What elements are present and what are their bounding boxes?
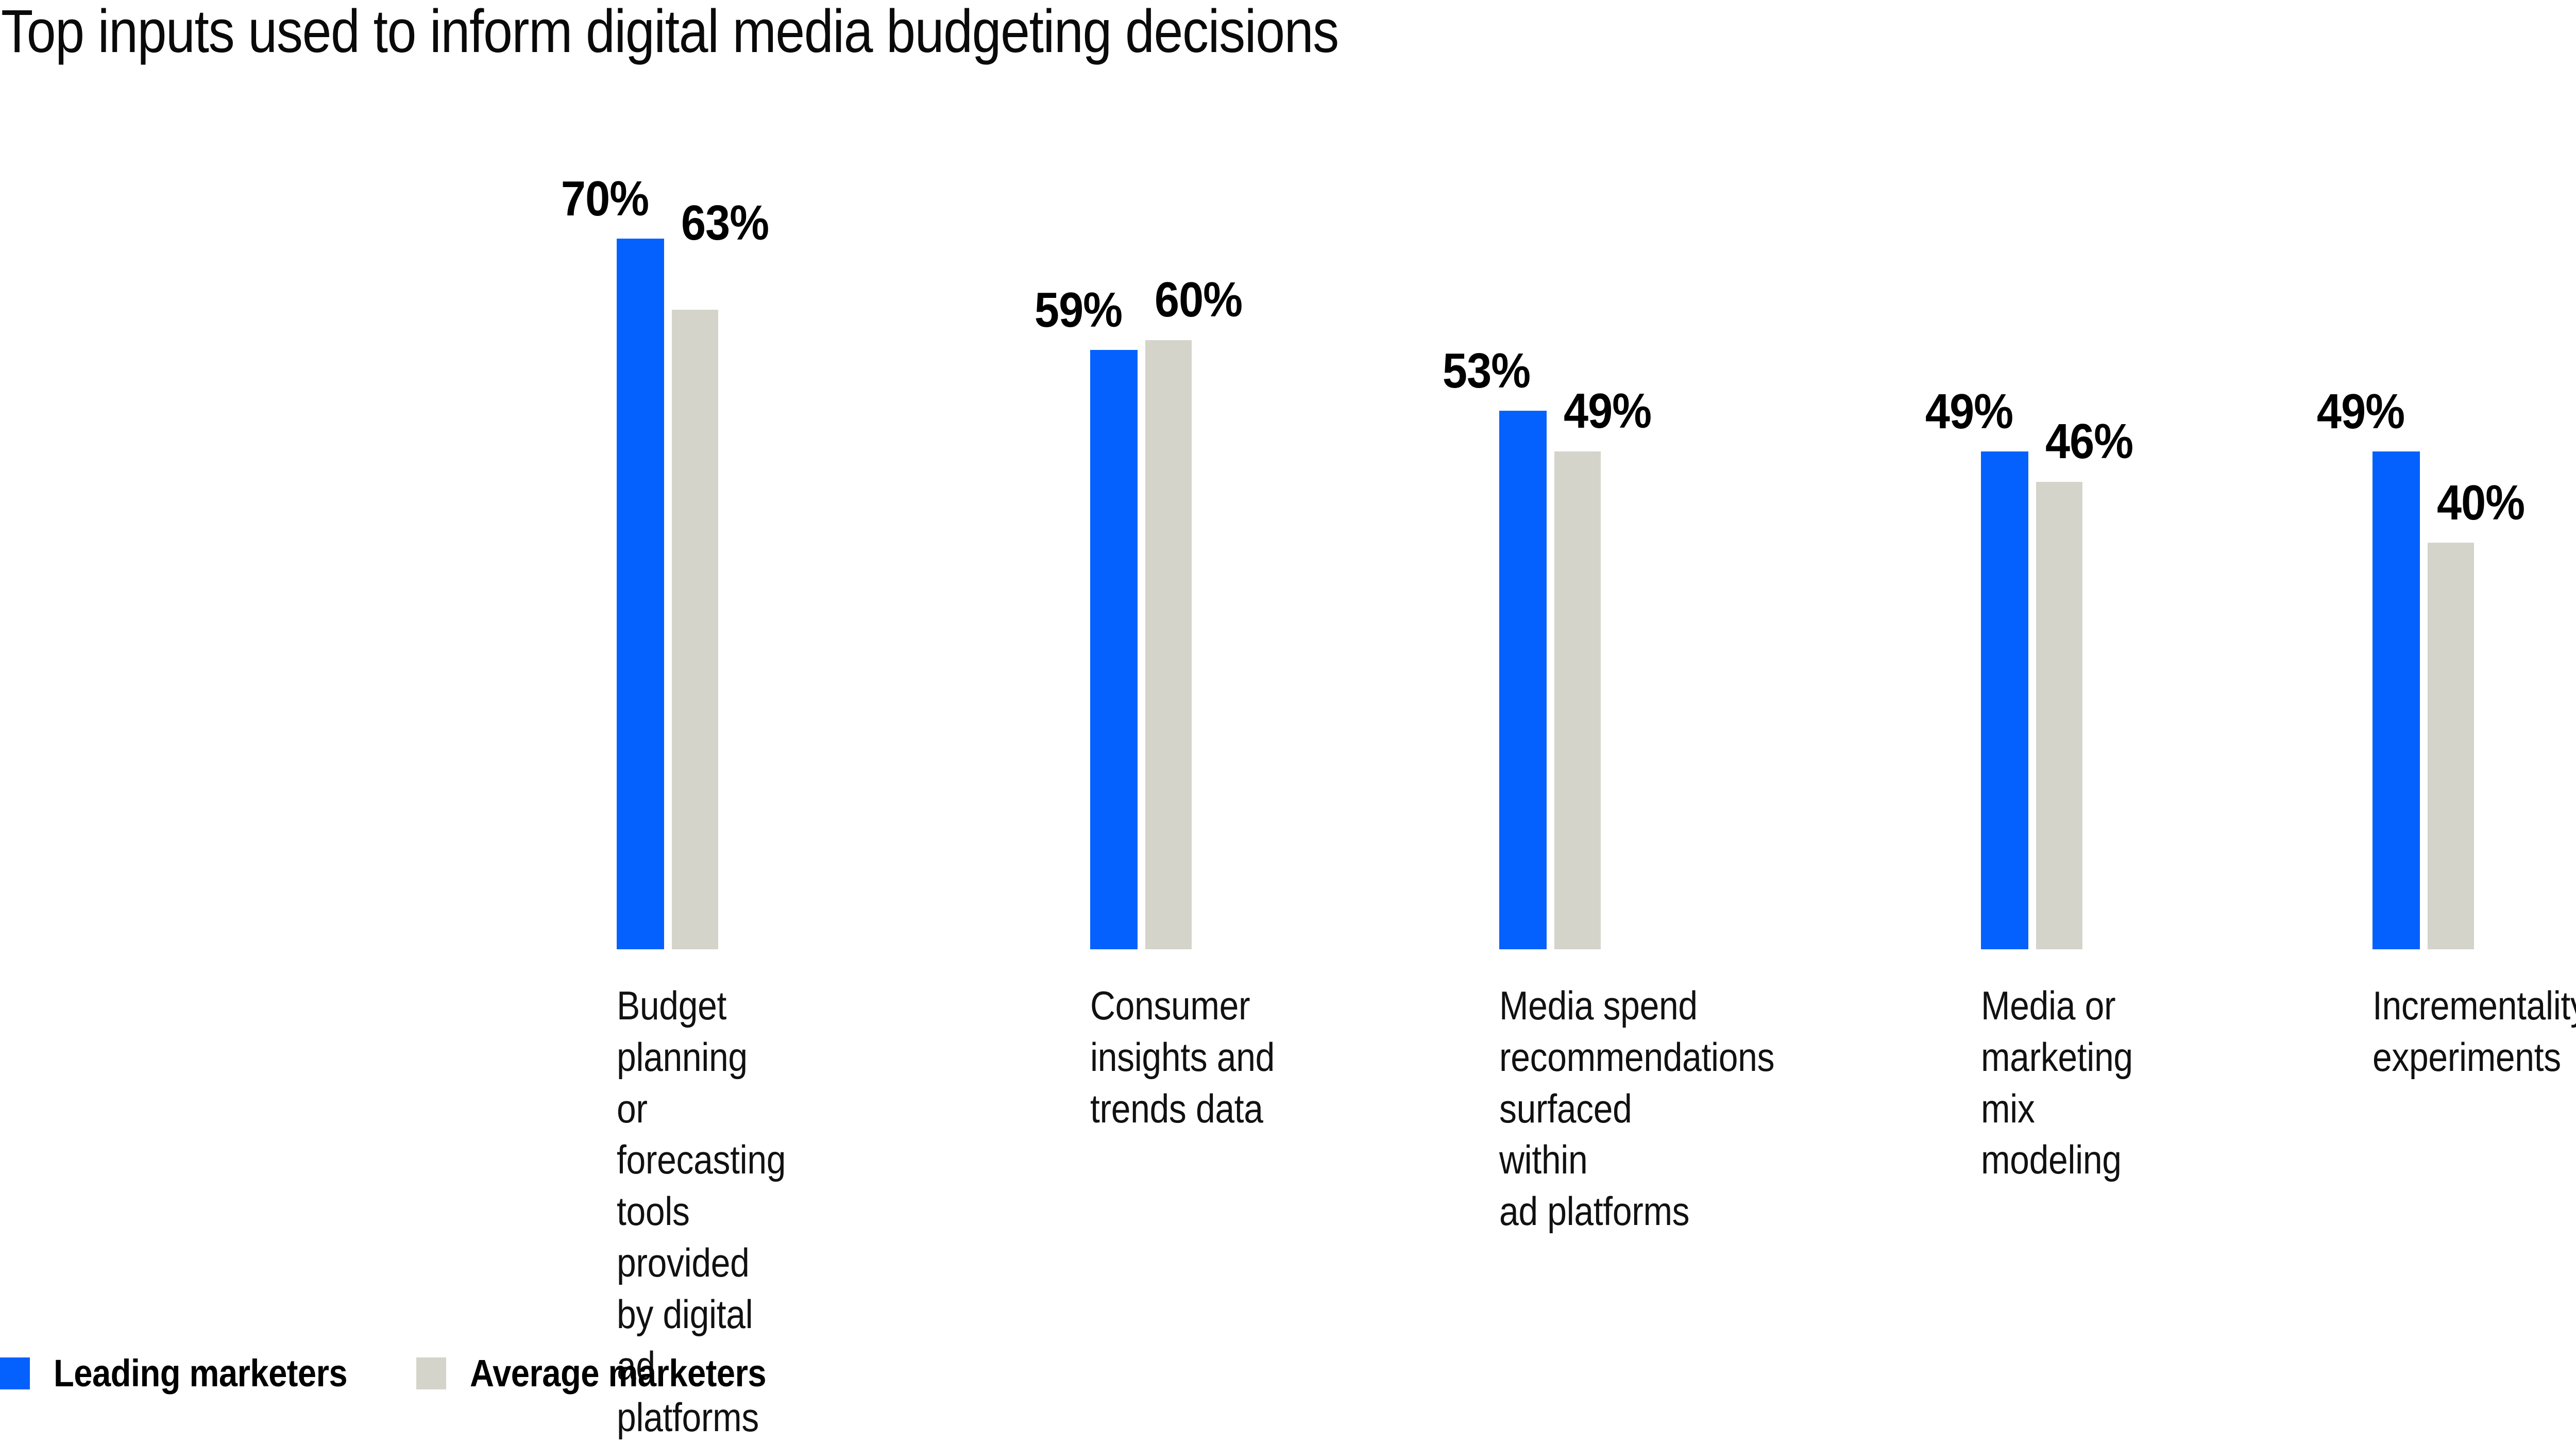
data-label-leading-marketers: 70% [561, 171, 649, 226]
page-title: Top inputs used to inform digital media … [1, 0, 1339, 65]
bar-average-marketers[interactable] [1554, 451, 1601, 949]
data-label-average-marketers: 60% [1155, 272, 1243, 327]
bar-leading-marketers[interactable] [2372, 451, 2420, 949]
bar-group-incrementality-experiments: 49% 40% Incrementality experiments [2317, 0, 2576, 1397]
data-label-leading-marketers: 59% [1034, 282, 1123, 338]
data-label-average-marketers: 49% [1564, 383, 1652, 439]
chart-legend: Leading marketers Average marketers [0, 1351, 806, 1395]
bar-average-marketers[interactable] [2428, 543, 2474, 949]
category-label: Consumer insights and trends data [1090, 983, 1275, 1131]
category-label: Incrementality experiments [2372, 983, 2576, 1080]
data-label-average-marketers: 46% [2045, 414, 2133, 469]
bar-average-marketers[interactable] [1145, 340, 1192, 949]
bar-leading-marketers[interactable] [1090, 350, 1138, 949]
legend-swatch-icon [0, 1357, 30, 1389]
bar-leading-marketers[interactable] [1981, 451, 2028, 949]
legend-swatch-icon [416, 1357, 446, 1389]
bar-leading-marketers[interactable] [1499, 411, 1547, 949]
legend-item-average-marketers[interactable]: Average marketers [416, 1351, 807, 1395]
bar-average-marketers[interactable] [672, 310, 718, 949]
bar-group-budget-planning: 70% 63% Budget planning or forecasting t… [561, 0, 1080, 1440]
data-label-average-marketers: 63% [681, 195, 769, 250]
data-label-average-marketers: 40% [2437, 475, 2525, 530]
bar-leading-marketers[interactable] [617, 239, 664, 949]
legend-item-label: Leading marketers [54, 1352, 348, 1395]
bar-chart-plot-area: 70% 63% Budget planning or forecasting t… [561, 0, 2576, 1440]
data-label-leading-marketers: 49% [2316, 384, 2405, 439]
bar-average-marketers[interactable] [2036, 482, 2082, 949]
bar-group-media-spend-recommendations: 53% 49% Media spend recommendations surf… [1443, 0, 2004, 1397]
category-label: Media spend recommendations surfaced wit… [1499, 983, 1775, 1234]
category-label: Media or marketing mix modeling [1981, 983, 2133, 1183]
legend-item-leading-marketers[interactable]: Leading marketers [0, 1351, 387, 1395]
data-label-leading-marketers: 49% [1925, 384, 2013, 439]
bar-group-consumer-insights: 59% 60% Consumer insights and trends dat… [1035, 0, 1554, 1397]
data-label-leading-marketers: 53% [1442, 343, 1531, 398]
bar-group-media-marketing-mix-modeling: 49% 46% Media or marketing mix modeling [1925, 0, 2445, 1397]
legend-item-label: Average marketers [469, 1352, 767, 1395]
